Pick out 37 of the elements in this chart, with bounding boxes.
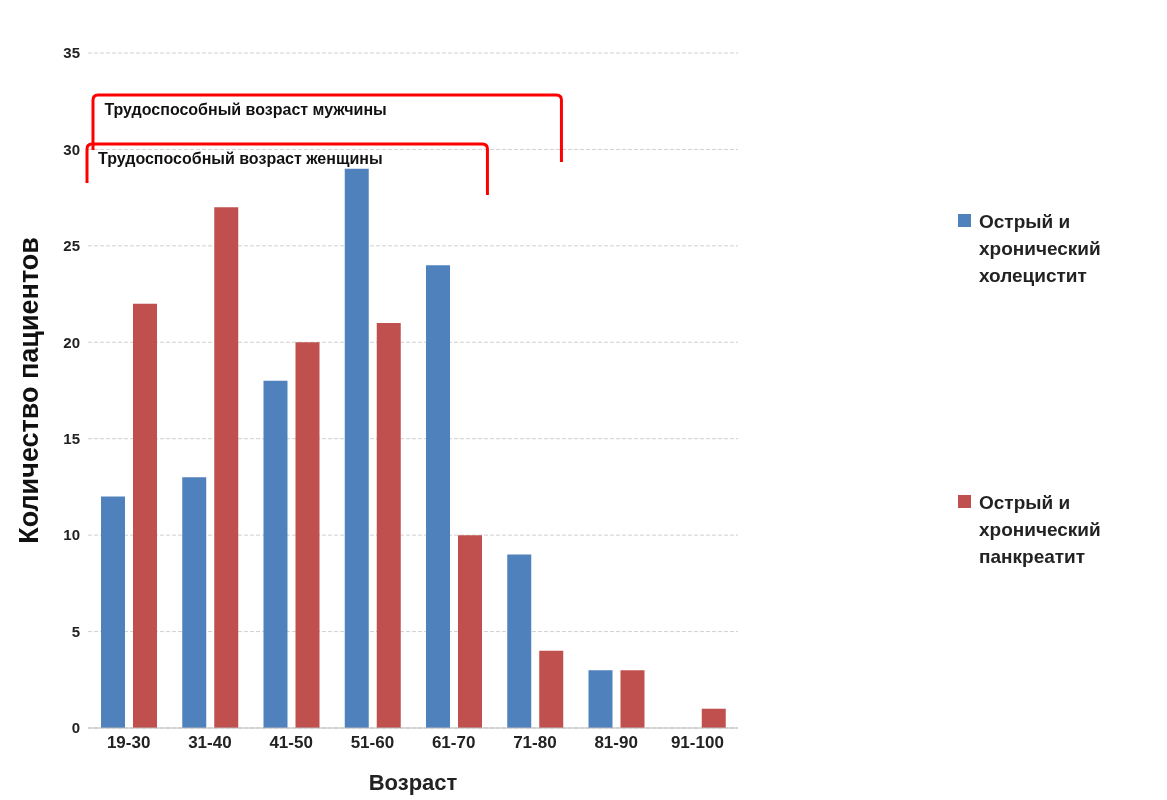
bar xyxy=(214,207,239,728)
y-tick-label: 0 xyxy=(71,719,80,737)
bar xyxy=(101,496,125,728)
x-axis-title: Возраст xyxy=(368,770,458,795)
y-axis-title: Количество пациентов xyxy=(13,237,44,544)
x-tick-label: 81-90 xyxy=(594,733,638,753)
bar xyxy=(539,650,564,728)
y-tick-label: 5 xyxy=(71,622,80,640)
bar xyxy=(263,380,288,728)
bar xyxy=(426,265,450,728)
y-tick-label: 25 xyxy=(63,237,80,255)
legend-label: Острый и хронический холецистит xyxy=(979,210,1102,288)
legend-label: Острый и хронический панкреатит xyxy=(979,491,1102,569)
x-tick-label: 41-50 xyxy=(269,733,313,753)
bar xyxy=(620,670,645,728)
bar xyxy=(295,342,320,728)
x-tick-label: 31-40 xyxy=(188,733,232,753)
bar xyxy=(344,168,369,728)
x-tick-label: 51-60 xyxy=(350,733,395,753)
x-tick-label: 71-80 xyxy=(513,733,557,753)
bar xyxy=(507,554,532,728)
y-tick-label: 35 xyxy=(63,44,80,62)
annotation: Трудоспособный возраст мужчины xyxy=(104,101,387,120)
y-tick-label: 30 xyxy=(63,140,80,158)
x-tick-label: 61-70 xyxy=(431,733,476,753)
bar xyxy=(133,303,157,728)
bar xyxy=(182,477,207,728)
bar xyxy=(376,323,401,728)
bar xyxy=(458,535,482,728)
y-tick-label: 15 xyxy=(63,430,80,448)
y-tick-label: 10 xyxy=(63,526,80,544)
bar xyxy=(588,670,613,728)
y-tick-label: 20 xyxy=(63,333,80,351)
bar xyxy=(701,708,726,728)
x-tick-label: 19-30 xyxy=(106,733,151,753)
x-tick-label: 91-100 xyxy=(670,733,724,753)
annotation: Трудоспособный возраст женщины xyxy=(98,149,383,168)
